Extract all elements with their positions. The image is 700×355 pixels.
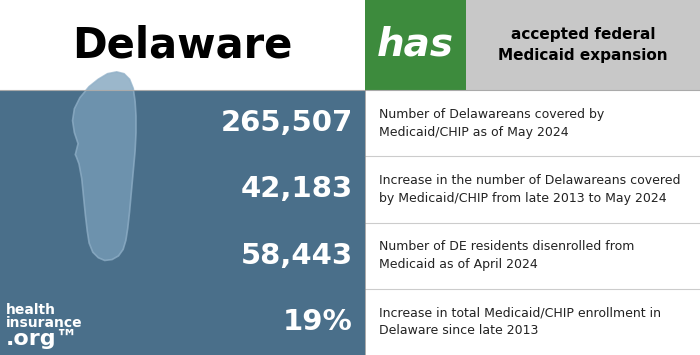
Bar: [365, 0, 466, 90]
Bar: [0, 297, 95, 355]
Text: 19%: 19%: [284, 308, 353, 336]
Text: accepted federal
Medicaid expansion: accepted federal Medicaid expansion: [498, 27, 668, 63]
Polygon shape: [73, 72, 136, 261]
Bar: [0, 0, 365, 90]
Text: 265,507: 265,507: [220, 109, 353, 137]
Text: has: has: [377, 26, 454, 64]
Bar: [466, 0, 700, 90]
Text: Increase in the number of Delawareans covered
by Medicaid/CHIP from late 2013 to: Increase in the number of Delawareans co…: [379, 174, 680, 205]
Text: Delaware: Delaware: [72, 24, 293, 66]
Text: .org™: .org™: [6, 329, 79, 349]
Text: Increase in total Medicaid/CHIP enrollment in
Delaware since late 2013: Increase in total Medicaid/CHIP enrollme…: [379, 306, 661, 337]
Text: 58,443: 58,443: [241, 242, 353, 270]
Text: Number of Delawareans covered by
Medicaid/CHIP as of May 2024: Number of Delawareans covered by Medicai…: [379, 108, 604, 138]
Bar: [0, 90, 365, 355]
Text: Number of DE residents disenrolled from
Medicaid as of April 2024: Number of DE residents disenrolled from …: [379, 240, 634, 271]
Text: 42,183: 42,183: [241, 175, 353, 203]
Text: insurance: insurance: [6, 316, 83, 330]
Text: health: health: [6, 303, 56, 317]
Bar: [365, 90, 700, 355]
